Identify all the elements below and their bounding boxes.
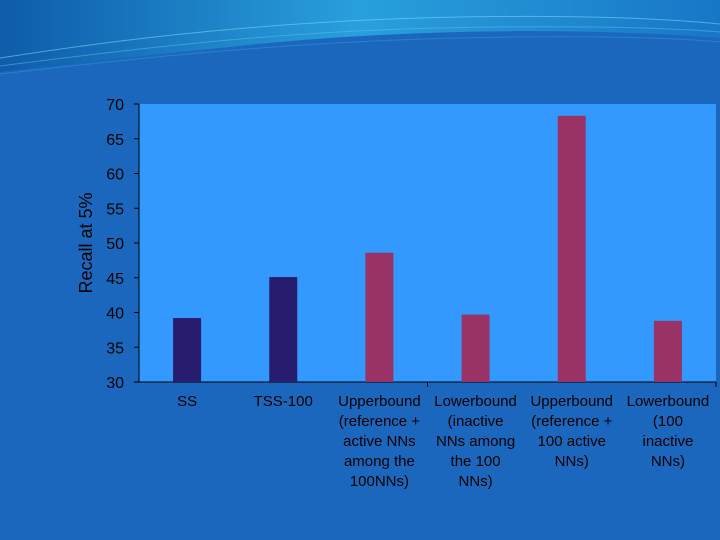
plot-area — [139, 104, 716, 382]
x-category-label: Upperbound (reference + active NNs among th… — [338, 393, 421, 490]
bar — [269, 277, 298, 382]
x-category-label-line: active NNs — [343, 433, 416, 450]
x-category-label-line: 100NNs) — [350, 473, 409, 490]
x-category-label-line: NNs among — [436, 433, 515, 450]
x-category-label-line: among the — [344, 453, 415, 470]
x-category-label-line: NNs) — [458, 473, 492, 490]
x-category-label-line: SS — [177, 393, 197, 410]
x-category-label-line: the 100 — [451, 453, 501, 470]
y-axis-label: Recall at 5% — [76, 192, 96, 293]
x-category-label: TSS-100 — [254, 393, 313, 410]
x-category-label-line: Lowerbound — [627, 393, 710, 410]
x-category-label-line: Upperbound — [530, 393, 613, 410]
x-category-label-line: NNs) — [555, 453, 589, 470]
x-category-label-line: inactive — [642, 433, 693, 450]
bar — [173, 318, 202, 382]
y-axis: 30 35 40 45 50 55 60 65 70 — [106, 97, 140, 392]
x-category-label-line: (100 — [653, 413, 683, 430]
y-tick-label: 55 — [106, 201, 124, 218]
x-axis — [139, 381, 717, 387]
x-category-label-line: 100 active — [538, 433, 606, 450]
bar — [557, 115, 586, 382]
bar — [365, 252, 394, 382]
y-tick-label: 40 — [106, 306, 124, 323]
x-category-label: SS — [177, 393, 197, 410]
y-tick-label: 30 — [106, 375, 124, 392]
x-category-label-line: NNs) — [651, 453, 685, 470]
x-category-label-line: (reference + — [531, 413, 613, 430]
y-tick-label: 65 — [106, 132, 124, 149]
y-tick-label: 60 — [106, 167, 124, 184]
x-category-label-line: TSS-100 — [254, 393, 313, 410]
x-category-label-line: Lowerbound — [434, 393, 517, 410]
x-category-label: Lowerbound (inactive NNs among the 100 NNs) — [434, 393, 517, 490]
y-tick-label: 70 — [106, 97, 124, 114]
x-category-label-line: (reference + — [339, 413, 421, 430]
bar-series — [173, 115, 682, 382]
bar — [653, 320, 682, 382]
header-decoration — [0, 0, 720, 75]
x-category-label: Upperbound (reference + 100 active NNs) — [530, 393, 613, 470]
x-tick-labels: SS TSS-100 Upperbound (reference + active NN… — [177, 393, 709, 490]
bar — [461, 314, 490, 382]
x-category-label-line: Upperbound — [338, 393, 421, 410]
y-tick-label: 50 — [106, 236, 124, 253]
x-category-label-line: (inactive — [448, 413, 504, 430]
y-tick-label: 35 — [106, 340, 124, 357]
x-category-label: Lowerbound (100 inactive NNs) — [627, 393, 710, 470]
y-tick-label: 45 — [106, 271, 124, 288]
